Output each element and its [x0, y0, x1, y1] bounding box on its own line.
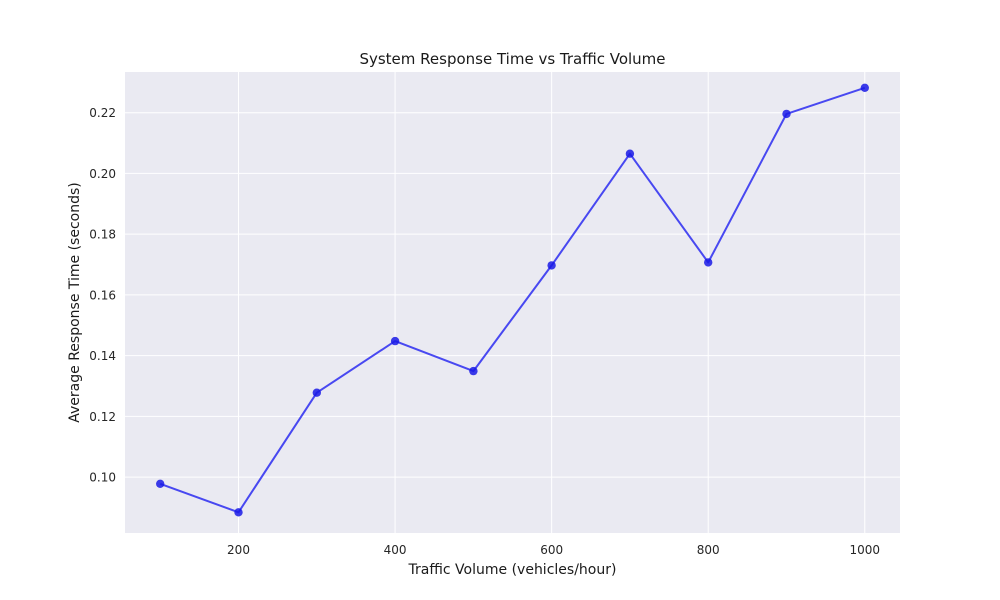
x-axis-label: Traffic Volume (vehicles/hour) — [408, 562, 617, 578]
data-point — [625, 149, 635, 158]
data-point — [782, 109, 791, 119]
y-tick-label: 0.16 — [89, 288, 116, 302]
data-point — [156, 479, 165, 488]
x-tick-label: 400 — [384, 543, 407, 557]
x-tick-label: 800 — [697, 543, 720, 557]
y-axis-label: Average Response Time (seconds) — [67, 182, 83, 423]
data-point — [469, 366, 478, 376]
x-tick-label: 600 — [540, 543, 563, 557]
x-tick-label: 200 — [227, 543, 250, 557]
chart-title: System Response Time vs Traffic Volume — [359, 50, 665, 68]
data-point — [234, 508, 243, 517]
tick-labels: 200 400 600 800 1000 0.10 0.12 0.14 0.16 0.18 0.20… — [89, 106, 880, 557]
y-tick-label: 0.20 — [89, 167, 116, 181]
data-series — [156, 83, 869, 517]
y-tick-label: 0.14 — [89, 349, 116, 363]
data-point — [312, 388, 321, 397]
data-point — [860, 83, 869, 93]
y-tick-label: 0.22 — [89, 106, 116, 120]
x-tick-label: 1000 — [849, 543, 880, 557]
series-line — [159, 86, 866, 514]
data-point — [704, 258, 713, 267]
data-point — [390, 336, 400, 346]
grid-lines — [125, 72, 900, 533]
plot-area — [125, 72, 900, 533]
y-tick-label: 0.12 — [89, 410, 116, 424]
y-tick-label: 0.10 — [89, 471, 116, 485]
data-point — [547, 261, 556, 270]
y-tick-label: 0.18 — [89, 228, 116, 242]
